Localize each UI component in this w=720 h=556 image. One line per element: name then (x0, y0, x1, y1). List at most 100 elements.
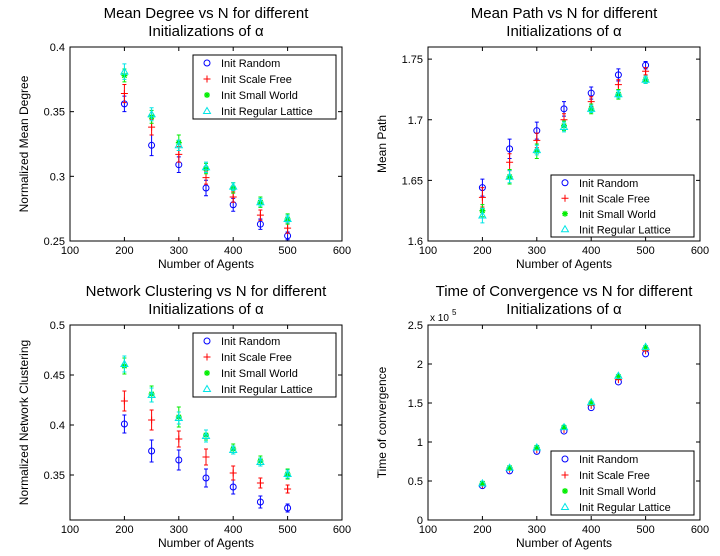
data-point (202, 184, 210, 192)
data-point (532, 145, 542, 154)
data-point (120, 90, 128, 98)
chart-title: Initializations of α (148, 23, 264, 40)
x-tick-label: 200 (473, 524, 491, 536)
error-bar (122, 355, 127, 373)
legend-marker (203, 75, 211, 83)
data-point (588, 400, 595, 406)
legend: Init Random Init Scale Free Init Small Wor… (192, 54, 337, 120)
data-point (561, 424, 567, 431)
legend-label: Init Random (221, 336, 280, 348)
data-point (642, 67, 650, 75)
error-bar (149, 387, 154, 403)
y-tick-label: 0.5 (408, 476, 423, 488)
data-point (202, 174, 210, 182)
chart-panel-4: Time of Convergence vs N for different In… (375, 283, 709, 550)
data-point (256, 457, 265, 465)
y-axis-label: Normalized Mean Degree (17, 75, 31, 212)
x-tick-label: 500 (278, 524, 296, 536)
data-point (256, 220, 264, 228)
legend-box (550, 174, 695, 238)
data-point (505, 172, 514, 180)
data-point (614, 371, 623, 379)
legend-marker (562, 488, 568, 494)
data-point (256, 211, 264, 219)
chart-panel-3: Network Clustering vs N for differentIni… (17, 283, 351, 550)
chart-panel-1: Mean Degree vs N for differentInitializa… (17, 5, 351, 271)
legend-label: Init Small World (579, 486, 656, 498)
data-point (256, 197, 265, 206)
x-axis-label: Number of Agents (516, 257, 612, 271)
legend-marker (561, 471, 569, 479)
data-point (120, 420, 128, 428)
x-tick-label: 200 (473, 245, 491, 257)
x-tick-label: 400 (582, 245, 600, 257)
legend: Init Random Init Scale Free Init Small Wor… (192, 332, 337, 398)
legend-marker (560, 224, 570, 233)
legend-label: Init Regular Lattice (579, 502, 671, 514)
legend-marker (202, 384, 212, 392)
x-tick-label: 100 (61, 245, 79, 257)
x-axis-label: Number of Agents (158, 536, 254, 550)
data-point (614, 81, 622, 89)
data-point (148, 416, 156, 424)
data-point (284, 485, 292, 493)
y-axis-label: Time of convergence (375, 366, 389, 478)
data-point (284, 224, 292, 232)
data-point (559, 122, 569, 131)
x-tick-label: 200 (115, 245, 133, 257)
legend-marker (203, 59, 211, 67)
legend-marker (202, 106, 212, 114)
legend-marker (561, 455, 569, 463)
data-point (202, 453, 210, 461)
data-point (256, 498, 264, 506)
series-regular-lattice (478, 75, 650, 224)
data-point (533, 136, 541, 144)
data-point (641, 342, 650, 350)
y-tick-label: 1.5 (408, 398, 423, 410)
data-point (229, 469, 237, 477)
chart-title: Mean Degree vs N for different (104, 5, 310, 22)
data-point (642, 344, 649, 351)
legend-marker (203, 337, 211, 345)
error-bar (204, 468, 208, 488)
legend: Init Random Init Scale Free Init Small Wor… (550, 174, 695, 238)
x-tick-label: 100 (61, 524, 79, 536)
y-tick-label: 1.6 (408, 236, 423, 248)
y-tick-label: 0.4 (50, 42, 65, 54)
data-point (120, 359, 129, 367)
data-point (283, 214, 292, 223)
x-tick-label: 600 (333, 245, 351, 257)
data-point (228, 182, 238, 190)
error-bar (122, 63, 127, 80)
legend-marker (562, 210, 568, 217)
data-point (201, 431, 211, 439)
x-axis-label: Number of Agents (158, 257, 254, 271)
x-tick-label: 300 (528, 524, 546, 536)
series-scale-free (120, 390, 292, 494)
y-tick-label: 2.5 (408, 320, 423, 332)
x-tick-label: 500 (278, 245, 296, 257)
x-axis-label: Number of Agents (516, 536, 612, 550)
error-bar (122, 414, 127, 434)
y-tick-label: 1 (417, 437, 423, 449)
chart-panel-2: Mean Path vs N for differentInitializati… (375, 5, 709, 271)
error-bar (258, 495, 263, 509)
data-point (256, 479, 264, 487)
axis-multiplier-exponent: 5 (452, 308, 457, 317)
y-tick-label: 1.7 (408, 115, 423, 127)
data-point (532, 442, 542, 451)
error-bar (176, 449, 181, 471)
data-point (175, 435, 183, 443)
x-tick-label: 100 (419, 524, 437, 536)
y-tick-label: 0.4 (50, 420, 65, 432)
data-point (559, 422, 569, 431)
legend-label: Init Regular Lattice (221, 384, 313, 396)
y-tick-label: 0 (417, 515, 423, 527)
legend-label: Init Regular Lattice (579, 224, 671, 236)
legend-label: Init Scale Free (221, 352, 292, 364)
data-point (505, 463, 514, 471)
y-axis-label: Mean Path (375, 115, 389, 173)
data-point (202, 474, 210, 482)
chart-title: Time of Convergence vs N for different (436, 283, 694, 300)
